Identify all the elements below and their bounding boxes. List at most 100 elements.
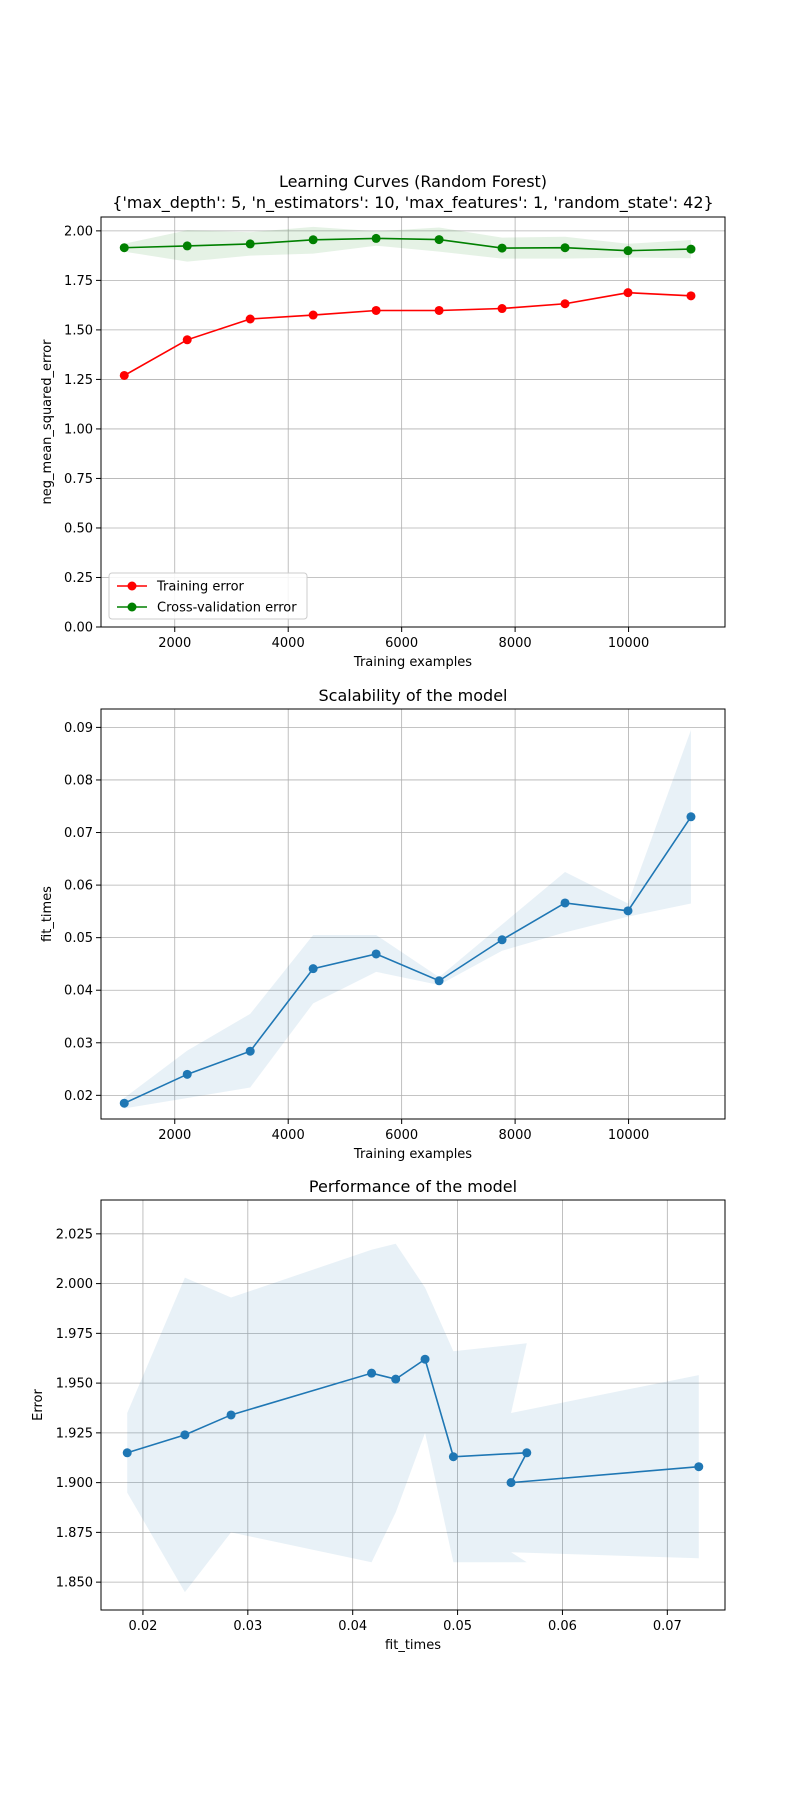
y-tick-label: 0.00 [64,621,93,636]
data-point [686,244,696,254]
legend: Training error Cross-validation error [108,572,308,620]
plot-frame [100,216,726,628]
data-point [623,288,633,298]
data-point [371,949,381,959]
data-point [182,241,192,251]
x-tick-label: 0.04 [338,1619,367,1634]
x-axis-label: Training examples [353,1147,472,1162]
y-tick-label: 1.850 [56,1576,93,1591]
y-tick-label: 0.02 [64,1089,93,1104]
legend-box [108,572,308,620]
data-point [434,976,444,986]
data-point [686,812,696,822]
y-tick-label: 2.000 [56,1277,93,1292]
legend-label: Training error [156,580,245,595]
data-point [245,314,255,324]
data-point [119,370,129,380]
x-tick-label: 4000 [272,636,305,651]
data-point [694,1462,704,1472]
data-point [226,1410,236,1420]
y-axis-label: fit_times [40,886,55,942]
x-tick-label: 0.03 [233,1619,262,1634]
y-tick-label: 0.25 [64,571,93,586]
y-tick-label: 0.05 [64,931,93,946]
data-point [448,1452,458,1462]
plot-frame [100,1199,726,1611]
data-point [420,1354,430,1364]
x-tick-label: 4000 [272,1128,305,1143]
data-point [623,246,633,256]
y-tick-label: 0.75 [64,472,93,487]
data-point [308,235,318,245]
series-line [124,237,691,252]
y-tick-label: 1.25 [64,373,93,388]
data-point [623,906,633,916]
data-point [497,243,507,253]
y-tick-label: 1.925 [56,1426,93,1441]
data-point [182,1069,192,1079]
series-line [123,816,692,1104]
series-band [124,291,691,377]
y-tick-label: 0.09 [64,721,93,736]
series-line [123,291,692,377]
y-tick-label: 2.00 [64,224,93,239]
data-point [497,935,507,945]
legend-label: Cross-validation error [157,601,297,616]
data-point [367,1368,377,1378]
data-point [560,299,570,309]
y-tick-label: 0.03 [64,1036,93,1051]
chart-title: Scalability of the model [319,686,508,705]
y-axis-label: Error [31,1389,46,1421]
x-tick-label: 2000 [158,1128,191,1143]
data-point [371,233,381,243]
y-tick-label: 0.06 [64,879,93,894]
x-tick-label: 0.05 [443,1619,472,1634]
data-point [245,1046,255,1056]
x-tick-label: 10000 [608,636,649,651]
x-tick-label: 6000 [385,636,418,651]
x-tick-label: 6000 [385,1128,418,1143]
data-point [308,310,318,320]
y-tick-label: 1.975 [56,1327,93,1342]
data-point [308,964,318,974]
chart-3: 0.02 0.03 0.04 0.05 0.06 0.07 1.850 1.875 1.900 1… [31,1177,726,1653]
x-tick-label: 8000 [499,636,532,651]
x-tick-label: 0.06 [548,1619,577,1634]
data-point [686,291,696,301]
chart-1: 2000 4000 6000 8000 10000 0.00 0.25 0.50 0.75 1.0… [40,172,726,670]
x-tick-label: 2000 [158,636,191,651]
y-tick-label: 1.00 [64,422,93,437]
y-tick-label: 0.50 [64,521,93,536]
series-band [124,730,691,1109]
series-band [124,226,691,262]
y-tick-label: 0.07 [64,826,93,841]
data-point [522,1448,532,1458]
data-point [391,1374,401,1384]
series-line [126,1357,699,1484]
y-tick-label: 0.04 [64,984,93,999]
y-tick-label: 1.50 [64,323,93,338]
data-point [497,304,507,314]
chart-2: 2000 4000 6000 8000 10000 0.02 0.03 0.04 0.05 0.0… [40,686,726,1162]
data-point [560,898,570,908]
data-point [119,243,129,253]
data-point [182,335,192,345]
y-tick-label: 0.08 [64,773,93,788]
y-axis-label: neg_mean_squared_error [40,339,55,505]
x-tick-label: 0.02 [128,1619,157,1634]
y-tick-label: 1.950 [56,1377,93,1392]
x-axis-label: Training examples [353,655,472,670]
legend-marker [127,602,137,612]
data-point [371,305,381,315]
y-tick-label: 1.875 [56,1526,93,1541]
y-tick-label: 1.75 [64,274,93,289]
y-tick-label: 1.900 [56,1476,93,1491]
chart-title: Learning Curves (Random Forest) {'max_dep… [112,172,713,213]
data-point [434,235,444,245]
chart-title: Performance of the model [309,1177,517,1196]
series-band [127,1243,699,1593]
data-point [560,243,570,253]
x-tick-label: 10000 [608,1128,649,1143]
data-point [180,1430,190,1440]
